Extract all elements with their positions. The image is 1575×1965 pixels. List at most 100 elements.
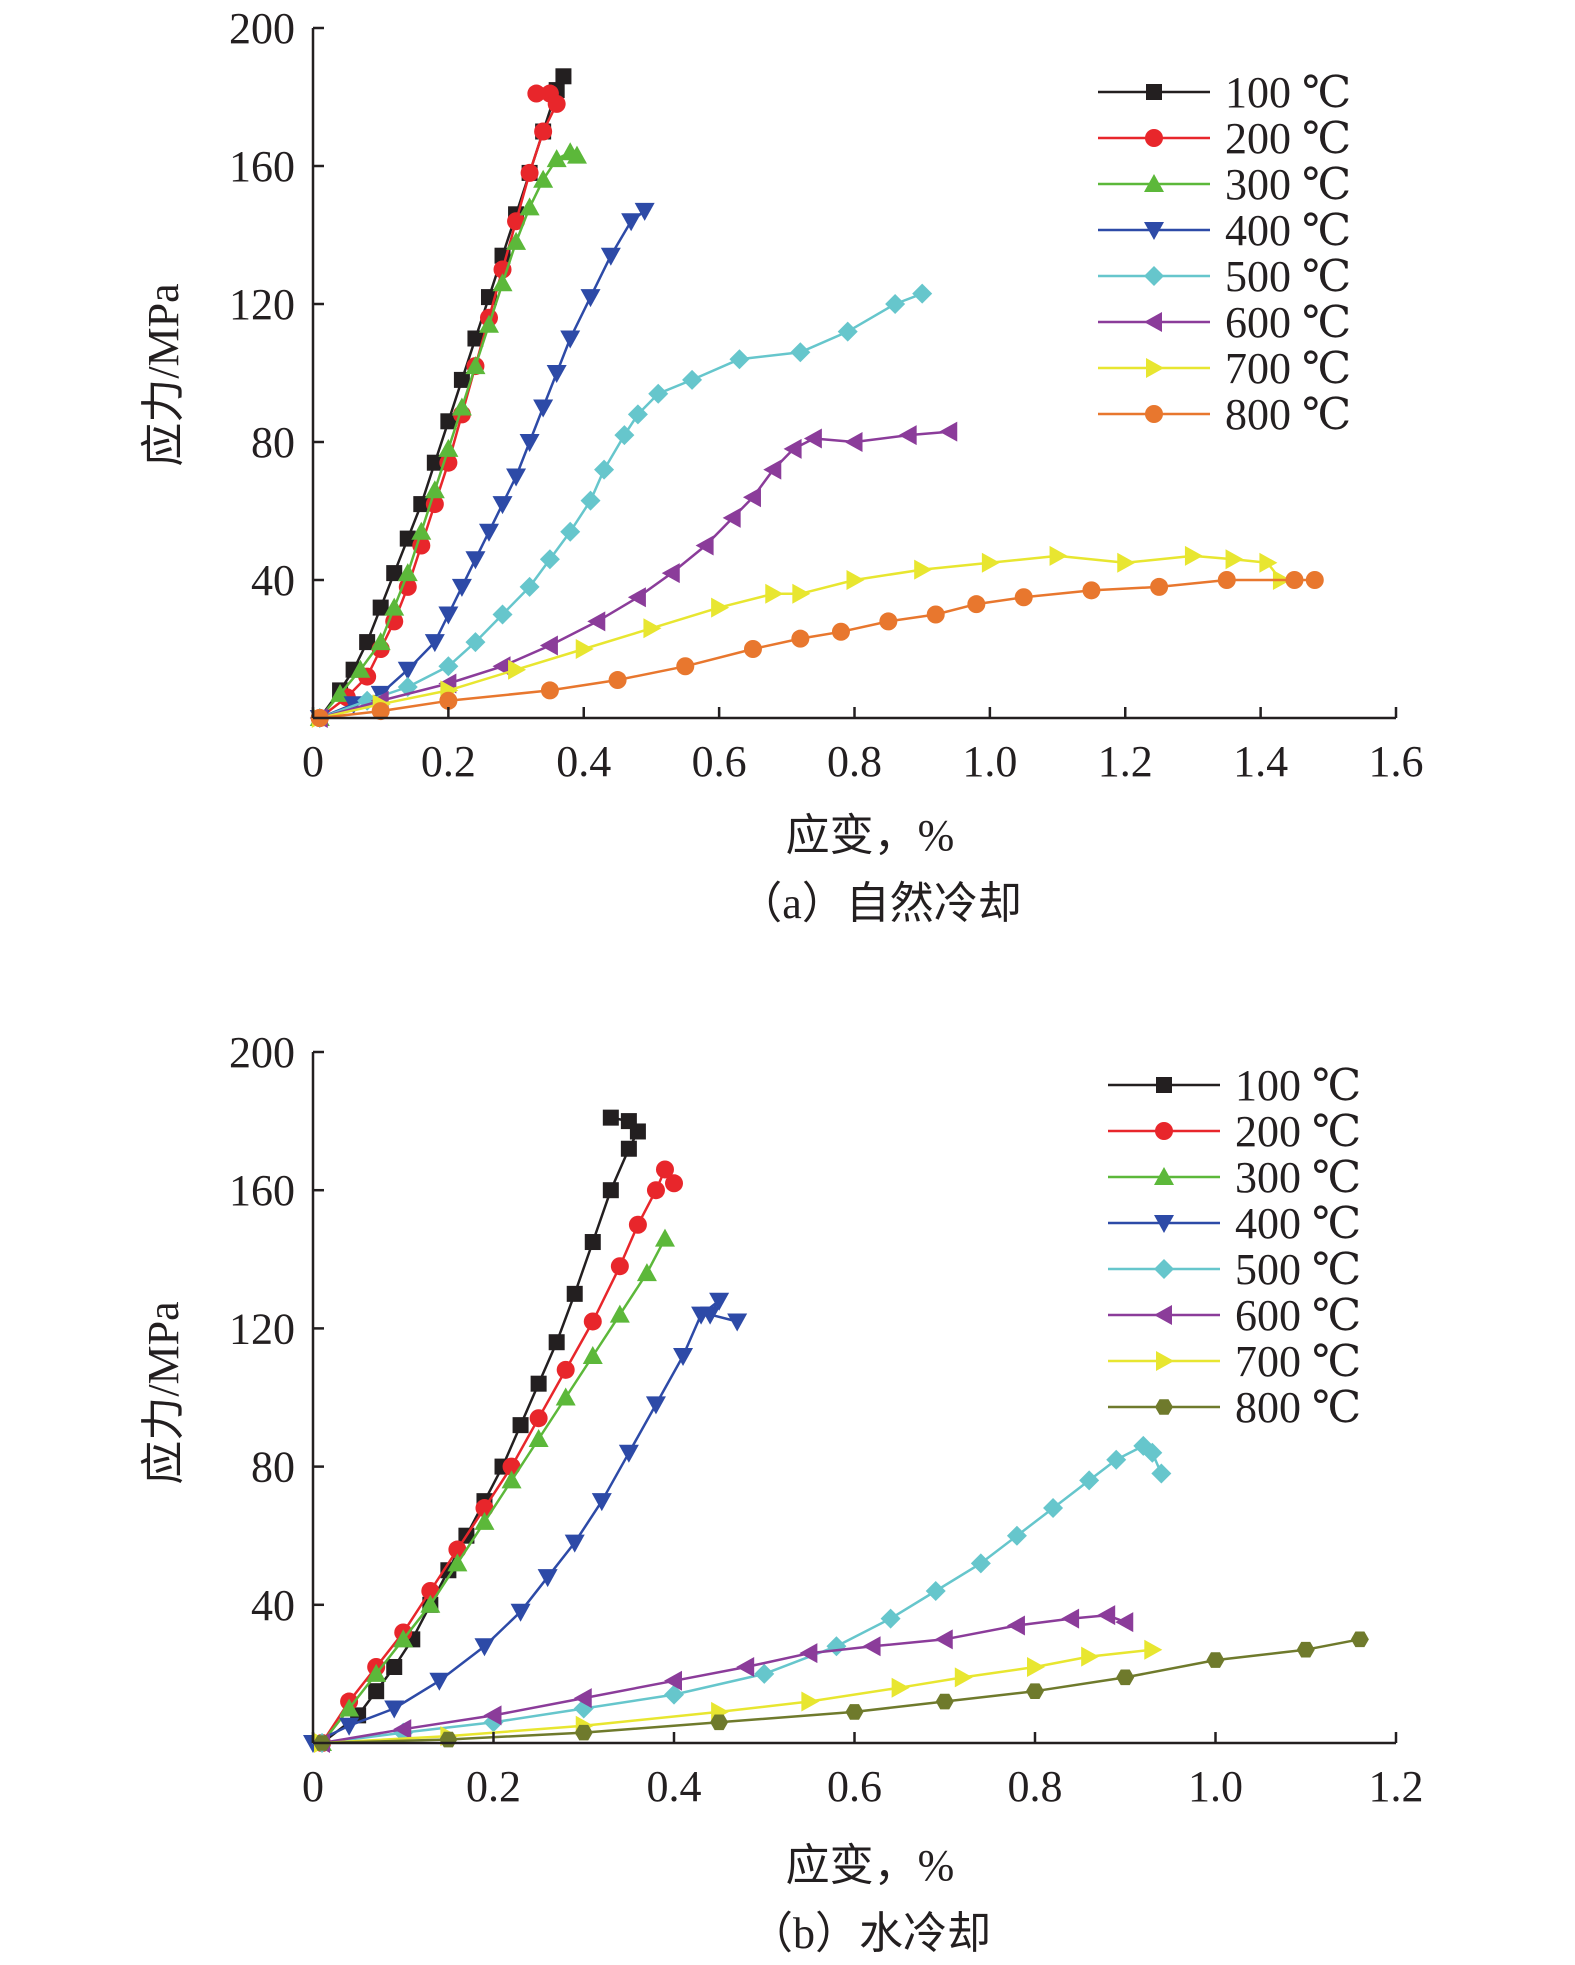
legend-item: 700 ℃	[1098, 344, 1351, 393]
data-point	[533, 169, 554, 188]
data-point	[837, 321, 858, 342]
legend-item: 200 ℃	[1098, 114, 1351, 163]
data-point	[914, 559, 933, 580]
tick-labels: 0 0.2 0.4 0.6 0.8 1.0 1.2 40 80 120 160 200	[229, 1028, 1424, 1811]
data-point	[826, 1636, 847, 1657]
data-point	[438, 606, 459, 625]
data-point	[970, 1553, 991, 1574]
data-point	[439, 453, 458, 472]
x-tick-label: 0.4	[647, 1762, 702, 1811]
x-tick-label: 1.2	[1369, 1762, 1424, 1811]
legend-label: 200 ℃	[1235, 1107, 1361, 1156]
data-point	[448, 1540, 467, 1559]
legend-item: 700 ℃	[1108, 1337, 1361, 1386]
data-point	[1026, 1683, 1044, 1699]
legend-label: 400 ℃	[1225, 206, 1351, 255]
data-point	[765, 583, 784, 604]
data-point	[584, 1234, 601, 1251]
data-point	[925, 1580, 946, 1601]
x-tick-label: 0.4	[556, 737, 611, 786]
series-400C	[303, 1292, 748, 1753]
y-tick-label: 120	[229, 280, 295, 329]
series-400C	[309, 202, 655, 728]
x-tick-label: 1.6	[1369, 737, 1424, 786]
legend-label: 600 ℃	[1235, 1291, 1361, 1340]
data-point	[676, 657, 695, 676]
data-point	[368, 1683, 385, 1700]
data-point	[502, 1457, 521, 1476]
data-point	[736, 1656, 755, 1677]
legend-item: 100 ℃	[1098, 68, 1351, 117]
data-point	[1061, 1608, 1080, 1629]
data-point	[912, 283, 933, 304]
data-point	[803, 428, 822, 449]
data-point	[742, 487, 761, 508]
y-tick-label: 160	[229, 142, 295, 191]
data-point	[722, 507, 741, 528]
data-point	[506, 468, 527, 487]
data-point	[665, 1174, 683, 1193]
data-point	[399, 530, 416, 547]
data-point	[425, 495, 444, 514]
data-point	[546, 149, 567, 168]
x-tick-label: 1.0	[1188, 1762, 1243, 1811]
data-point	[926, 605, 945, 624]
data-point	[608, 671, 627, 690]
data-point	[614, 425, 635, 446]
data-point	[339, 1717, 360, 1736]
data-point	[580, 490, 601, 511]
data-point	[610, 1257, 629, 1276]
series-800C	[310, 571, 1324, 727]
data-point	[580, 289, 601, 308]
plot-area	[309, 68, 1324, 728]
legend-item: 400 ℃	[1108, 1199, 1361, 1248]
legend-marker	[1155, 1122, 1173, 1140]
data-point	[475, 1499, 494, 1518]
legend-label: 200 ℃	[1225, 114, 1351, 163]
y-tick-label: 200	[229, 1028, 295, 1077]
data-point	[885, 294, 906, 314]
data-point	[879, 612, 898, 631]
data-point	[512, 1417, 529, 1434]
legend-item: 200 ℃	[1108, 1107, 1361, 1156]
data-point	[426, 454, 443, 471]
axes	[311, 26, 1398, 720]
y-tick-label: 40	[251, 556, 295, 605]
x-tick-label: 1.2	[1098, 737, 1153, 786]
data-point	[474, 1638, 495, 1657]
series-500C	[309, 283, 933, 728]
data-point	[1006, 1615, 1025, 1636]
data-point	[438, 438, 459, 457]
data-point	[555, 68, 572, 85]
data-point	[397, 563, 418, 582]
x-tick-label: 1.0	[962, 737, 1017, 786]
data-point	[620, 1140, 637, 1157]
data-point	[440, 413, 457, 430]
data-point	[1151, 1463, 1172, 1484]
data-point	[1296, 1641, 1315, 1658]
data-point	[710, 1714, 729, 1731]
data-point	[935, 1693, 954, 1710]
data-point	[465, 551, 486, 570]
data-point	[602, 1109, 619, 1126]
series-700C	[311, 545, 1291, 728]
data-point	[384, 1700, 405, 1719]
data-point	[492, 656, 511, 677]
data-point	[954, 1667, 973, 1688]
data-point	[339, 1698, 360, 1717]
x-tick-label: 0.8	[1008, 1762, 1063, 1811]
data-point	[700, 1306, 721, 1325]
data-point	[790, 342, 811, 363]
data-point	[600, 247, 621, 266]
data-point	[453, 371, 470, 388]
tick-labels: 0 0.2 0.4 0.6 0.8 1.0 1.2 1.4 1.6 40 80 120 160 200	[229, 4, 1424, 786]
data-point	[501, 1470, 522, 1489]
y-axis-title: 应力/MPa	[139, 283, 188, 466]
data-point	[478, 314, 499, 333]
data-point	[729, 349, 750, 370]
legend-item: 500 ℃	[1098, 252, 1351, 301]
data-point	[1184, 545, 1203, 566]
data-point	[359, 634, 376, 651]
data-point	[412, 536, 431, 555]
x-tick-label: 0.6	[827, 1762, 882, 1811]
